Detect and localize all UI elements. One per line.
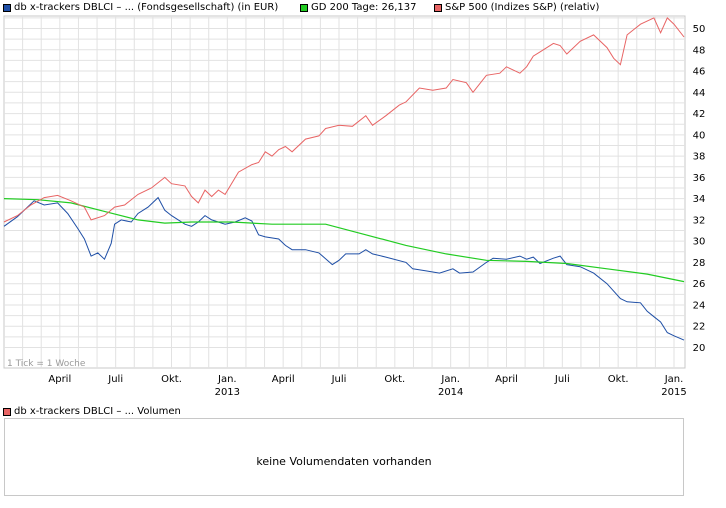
legend-label-gd200: GD 200 Tage: 26,137 — [311, 2, 417, 13]
x-tick-year: 2015 — [661, 387, 686, 398]
x-tick-label: April — [272, 374, 295, 385]
x-tick-label: Juli — [331, 374, 347, 385]
x-tick-label: Jan. — [440, 374, 460, 385]
y-tick-label: 46 — [693, 67, 706, 78]
tick-note: 1 Tick = 1 Woche — [7, 359, 86, 369]
y-tick-label: 20 — [693, 343, 706, 354]
y-tick-label: 44 — [693, 88, 706, 99]
x-axis-labels: April Juli Okt. Jan. 2013 April Juli Okt. Jan. 20… — [48, 374, 686, 398]
y-tick-label: 48 — [693, 45, 706, 56]
grid — [4, 16, 685, 368]
y-tick-label: 24 — [693, 300, 706, 311]
y-tick-label: 32 — [693, 215, 706, 226]
y-tick-label: 26 — [693, 279, 706, 290]
y-tick-label: 42 — [693, 109, 706, 120]
series-lines — [3, 17, 685, 341]
series-line-2 — [3, 17, 685, 223]
legend-label-fund: db x-trackers DBLCI – ... (Fondsgesellsc… — [14, 2, 279, 13]
y-tick-label: 36 — [693, 173, 706, 184]
volume-legend-swatch — [3, 408, 11, 416]
series-line-0 — [3, 196, 685, 341]
x-tick-year: 2013 — [215, 387, 240, 398]
y-tick-label: 34 — [693, 194, 706, 205]
volume-legend: db x-trackers DBLCI – ... Volumen — [3, 406, 181, 418]
x-tick-label: Okt. — [608, 374, 629, 385]
x-tick-label: Juli — [107, 374, 123, 385]
y-tick-label: 22 — [693, 322, 706, 333]
x-tick-label: Jan. — [217, 374, 237, 385]
legend-swatch-sp500 — [434, 4, 442, 12]
x-tick-label: Jan. — [664, 374, 684, 385]
legend-swatch-fund — [3, 4, 11, 12]
y-tick-label: 30 — [693, 237, 706, 248]
series-line-1 — [3, 198, 685, 283]
x-tick-label: Juli — [554, 374, 570, 385]
x-tick-label: Okt. — [161, 374, 182, 385]
legend-item-gd200: GD 200 Tage: 26,137 — [300, 2, 417, 14]
plot-area — [3, 15, 686, 369]
volume-legend-label: db x-trackers DBLCI – ... Volumen — [14, 406, 181, 417]
y-tick-label: 40 — [693, 130, 706, 141]
y-axis-labels: 20 22 24 26 28 30 32 34 36 38 40 42 44 46 48 50 — [693, 24, 706, 354]
x-tick-label: April — [495, 374, 518, 385]
x-tick-label: Okt. — [384, 374, 405, 385]
y-tick-label: 38 — [693, 152, 706, 163]
y-tick-label: 50 — [693, 24, 706, 35]
volume-empty-message: keine Volumendaten vorhanden — [256, 455, 432, 468]
y-tick-label: 28 — [693, 258, 706, 269]
x-tick-year: 2014 — [438, 387, 463, 398]
legend-label-sp500: S&P 500 (Indizes S&P) (relativ) — [445, 2, 600, 13]
legend-item-fund: db x-trackers DBLCI – ... (Fondsgesellsc… — [3, 2, 278, 14]
legend-item-sp500: S&P 500 (Indizes S&P) (relativ) — [434, 2, 599, 14]
x-tick-label: April — [48, 374, 71, 385]
legend-swatch-gd200 — [300, 4, 308, 12]
price-chart: 20 22 24 26 28 30 32 34 36 38 40 42 44 46 48 50 April Ju… — [3, 15, 706, 398]
volume-panel: keine Volumendaten vorhanden — [4, 418, 684, 496]
